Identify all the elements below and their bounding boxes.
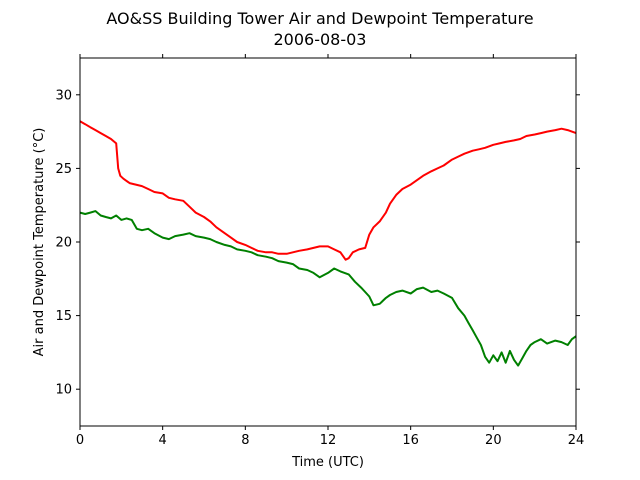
y-tick-label: 20 <box>55 236 72 251</box>
y-axis-label: Air and Dewpoint Temperature (°C) <box>32 128 47 357</box>
chart-title: AO&SS Building Tower Air and Dewpoint Te… <box>106 9 533 28</box>
ticks-layer: 0 4 8 12 16 20 24 10 15 20 25 30 <box>55 54 584 448</box>
y-tick-label: 30 <box>55 88 72 103</box>
plot-frame <box>79 57 577 427</box>
x-tick-label: 8 <box>241 433 249 448</box>
series-line-2 <box>79 210 577 367</box>
x-tick-label: 12 <box>320 433 337 448</box>
chart-subtitle: 2006-08-03 <box>274 30 367 49</box>
x-tick-label: 20 <box>485 433 502 448</box>
y-tick-label: 25 <box>55 162 72 177</box>
x-tick-label: 16 <box>402 433 419 448</box>
series-line-1 <box>79 120 577 261</box>
y-tick-label: 10 <box>55 383 72 398</box>
y-tick-label: 15 <box>55 309 72 324</box>
x-axis-label: Time (UTC) <box>291 455 364 470</box>
series-layer <box>79 120 577 367</box>
x-tick-label: 24 <box>568 433 585 448</box>
x-tick-label: 4 <box>159 433 167 448</box>
x-tick-label: 0 <box>76 433 84 448</box>
